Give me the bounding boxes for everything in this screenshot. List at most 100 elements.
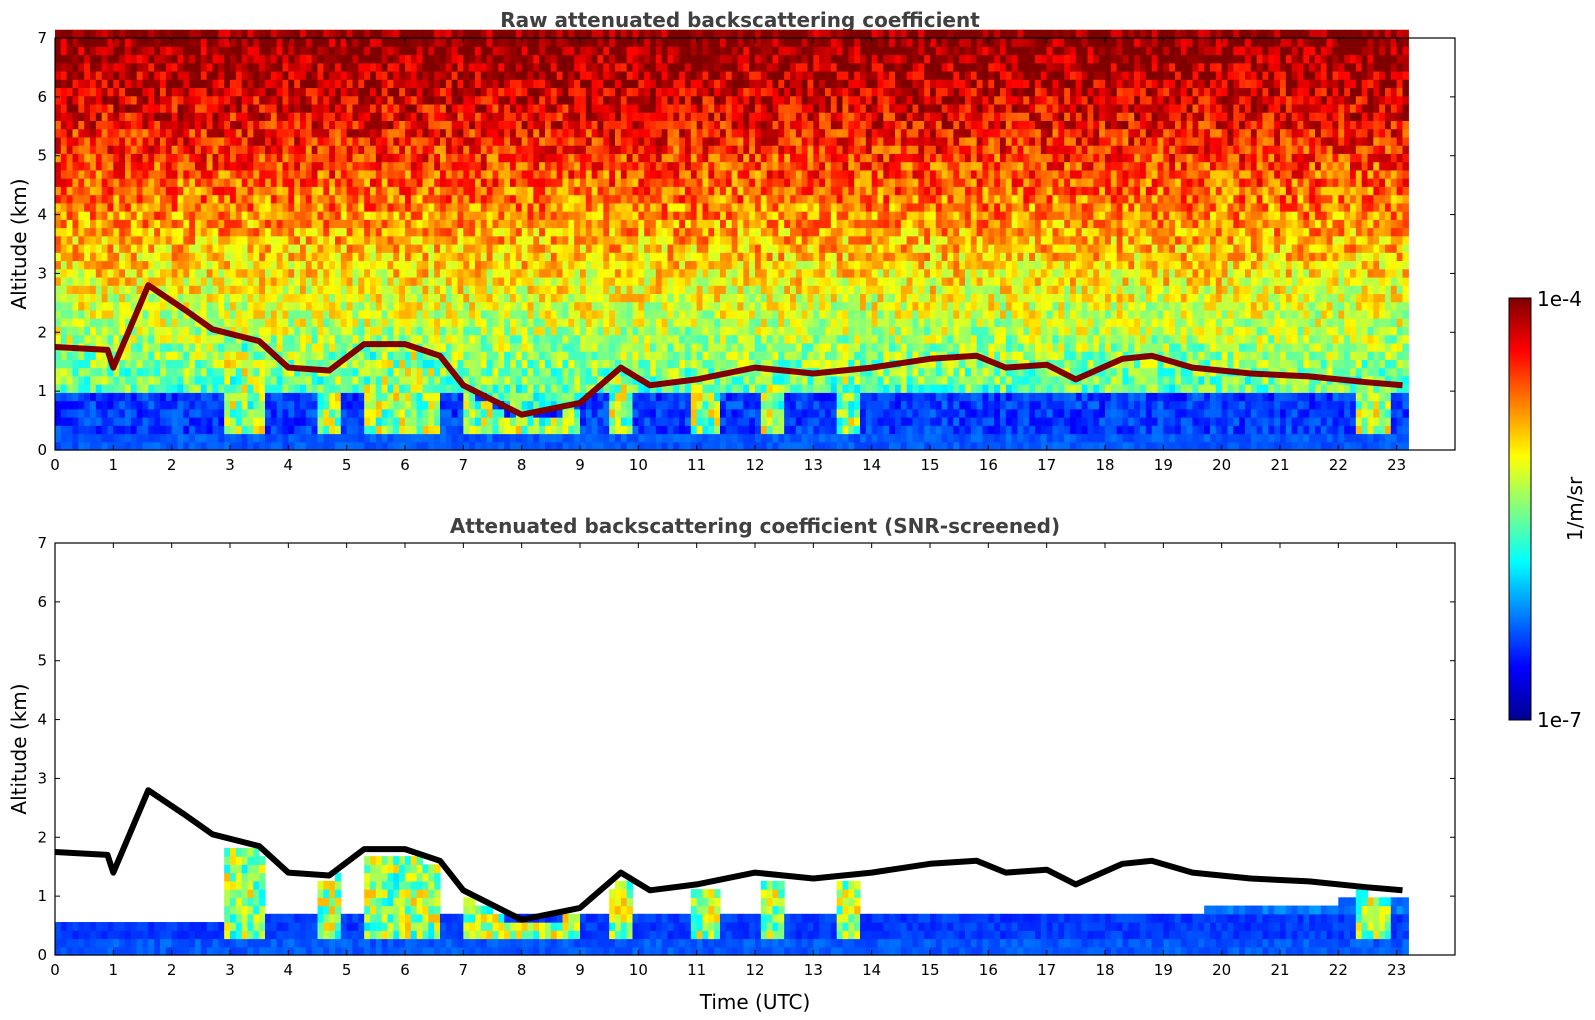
heatmap-cell: [171, 227, 179, 237]
heatmap-cell: [585, 46, 593, 56]
heatmap-cell: [609, 112, 616, 121]
heatmap-cell: [189, 293, 196, 303]
heatmap-cell: [195, 334, 202, 344]
heatmap-cell: [533, 301, 540, 311]
heatmap-cell: [457, 441, 464, 451]
heatmap-cell: [200, 186, 208, 196]
heatmap-cell: [247, 392, 254, 402]
heatmap-cell: [340, 103, 348, 113]
heatmap-cell: [486, 268, 494, 278]
heatmap-cell: [580, 301, 587, 311]
heatmap-cell: [364, 318, 371, 327]
heatmap-cell: [113, 268, 120, 278]
heatmap-cell: [101, 417, 109, 426]
heatmap-cell: [550, 441, 558, 451]
heatmap-cell: [562, 260, 569, 270]
heatmap-cell: [107, 318, 114, 327]
heatmap-cell: [107, 103, 114, 113]
heatmap-cell: [568, 79, 575, 89]
heatmap-cell: [317, 211, 324, 220]
heatmap-cell: [323, 103, 330, 113]
heatmap-cell: [527, 194, 534, 204]
heatmap-cell: [480, 178, 488, 187]
heatmap-cell: [399, 285, 406, 295]
heatmap-cell: [550, 359, 558, 369]
heatmap-cell: [212, 260, 219, 270]
heatmap-cell: [305, 169, 313, 179]
heatmap-cell: [259, 186, 266, 196]
heatmap-cell: [235, 219, 243, 229]
heatmap-cell: [562, 54, 569, 64]
heatmap-cell: [119, 417, 126, 426]
heatmap-cell: [206, 367, 214, 377]
heatmap-cell: [270, 46, 278, 56]
heatmap-cell: [393, 417, 400, 426]
heatmap-cell: [282, 211, 289, 220]
heatmap-cell: [463, 276, 470, 286]
heatmap-cell: [475, 227, 482, 237]
heatmap-cell: [515, 309, 523, 319]
heatmap-cell: [84, 219, 91, 229]
heatmap-cell: [224, 235, 231, 245]
heatmap-cell: [585, 186, 593, 196]
heatmap-cell: [253, 351, 260, 360]
heatmap-cell: [469, 161, 476, 171]
heatmap-cell: [574, 54, 581, 64]
heatmap-cell: [539, 342, 546, 352]
heatmap-cell: [504, 161, 511, 171]
heatmap-cell: [311, 318, 319, 327]
heatmap-cell: [399, 309, 406, 319]
heatmap-cell: [78, 128, 85, 138]
heatmap-cell: [393, 169, 400, 179]
heatmap-cell: [305, 384, 313, 393]
heatmap-cell: [323, 359, 330, 369]
heatmap-cell: [428, 211, 435, 220]
heatmap-cell: [183, 351, 190, 360]
heatmap-cell: [276, 95, 284, 105]
heatmap-cell: [352, 252, 359, 262]
heatmap-cell: [539, 169, 546, 179]
heatmap-cell: [60, 169, 68, 179]
heatmap-cell: [475, 103, 482, 113]
heatmap-cell: [113, 54, 120, 64]
heatmap-cell: [346, 367, 354, 377]
heatmap-cell: [375, 211, 383, 220]
heatmap-cell: [218, 153, 225, 163]
heatmap-cell: [55, 235, 62, 245]
heatmap-cell: [60, 54, 68, 64]
heatmap-cell: [486, 211, 494, 220]
heatmap-cell: [510, 136, 517, 146]
heatmap-cell: [160, 309, 167, 319]
heatmap-cell: [364, 375, 371, 385]
heatmap-cell: [451, 244, 459, 253]
heatmap-cell: [101, 54, 109, 64]
heatmap-cell: [270, 293, 278, 303]
heatmap-cell: [381, 169, 389, 179]
heatmap-cell: [288, 433, 295, 443]
heatmap-cell: [422, 169, 429, 179]
heatmap-cell: [294, 334, 301, 344]
heatmap-cell: [475, 268, 482, 278]
heatmap-cell: [475, 46, 482, 56]
heatmap-cell: [177, 441, 184, 451]
heatmap-cell: [55, 70, 62, 80]
heatmap-cell: [253, 318, 260, 327]
heatmap-cell: [177, 433, 184, 443]
heatmap-cell: [335, 29, 342, 39]
heatmap-cell: [364, 425, 371, 435]
heatmap-cell: [434, 400, 441, 410]
heatmap-cell: [200, 219, 208, 229]
heatmap-cell: [218, 367, 225, 377]
heatmap-cell: [591, 29, 599, 39]
heatmap-cell: [160, 87, 167, 97]
heatmap-cell: [282, 301, 289, 311]
heatmap-cell: [171, 441, 179, 451]
heatmap-cell: [545, 433, 552, 443]
heatmap-cell: [247, 211, 254, 220]
heatmap-cell: [416, 235, 424, 245]
heatmap-cell: [253, 326, 260, 336]
heatmap-cell: [177, 235, 184, 245]
heatmap-cell: [405, 38, 412, 47]
heatmap-cell: [370, 186, 377, 196]
